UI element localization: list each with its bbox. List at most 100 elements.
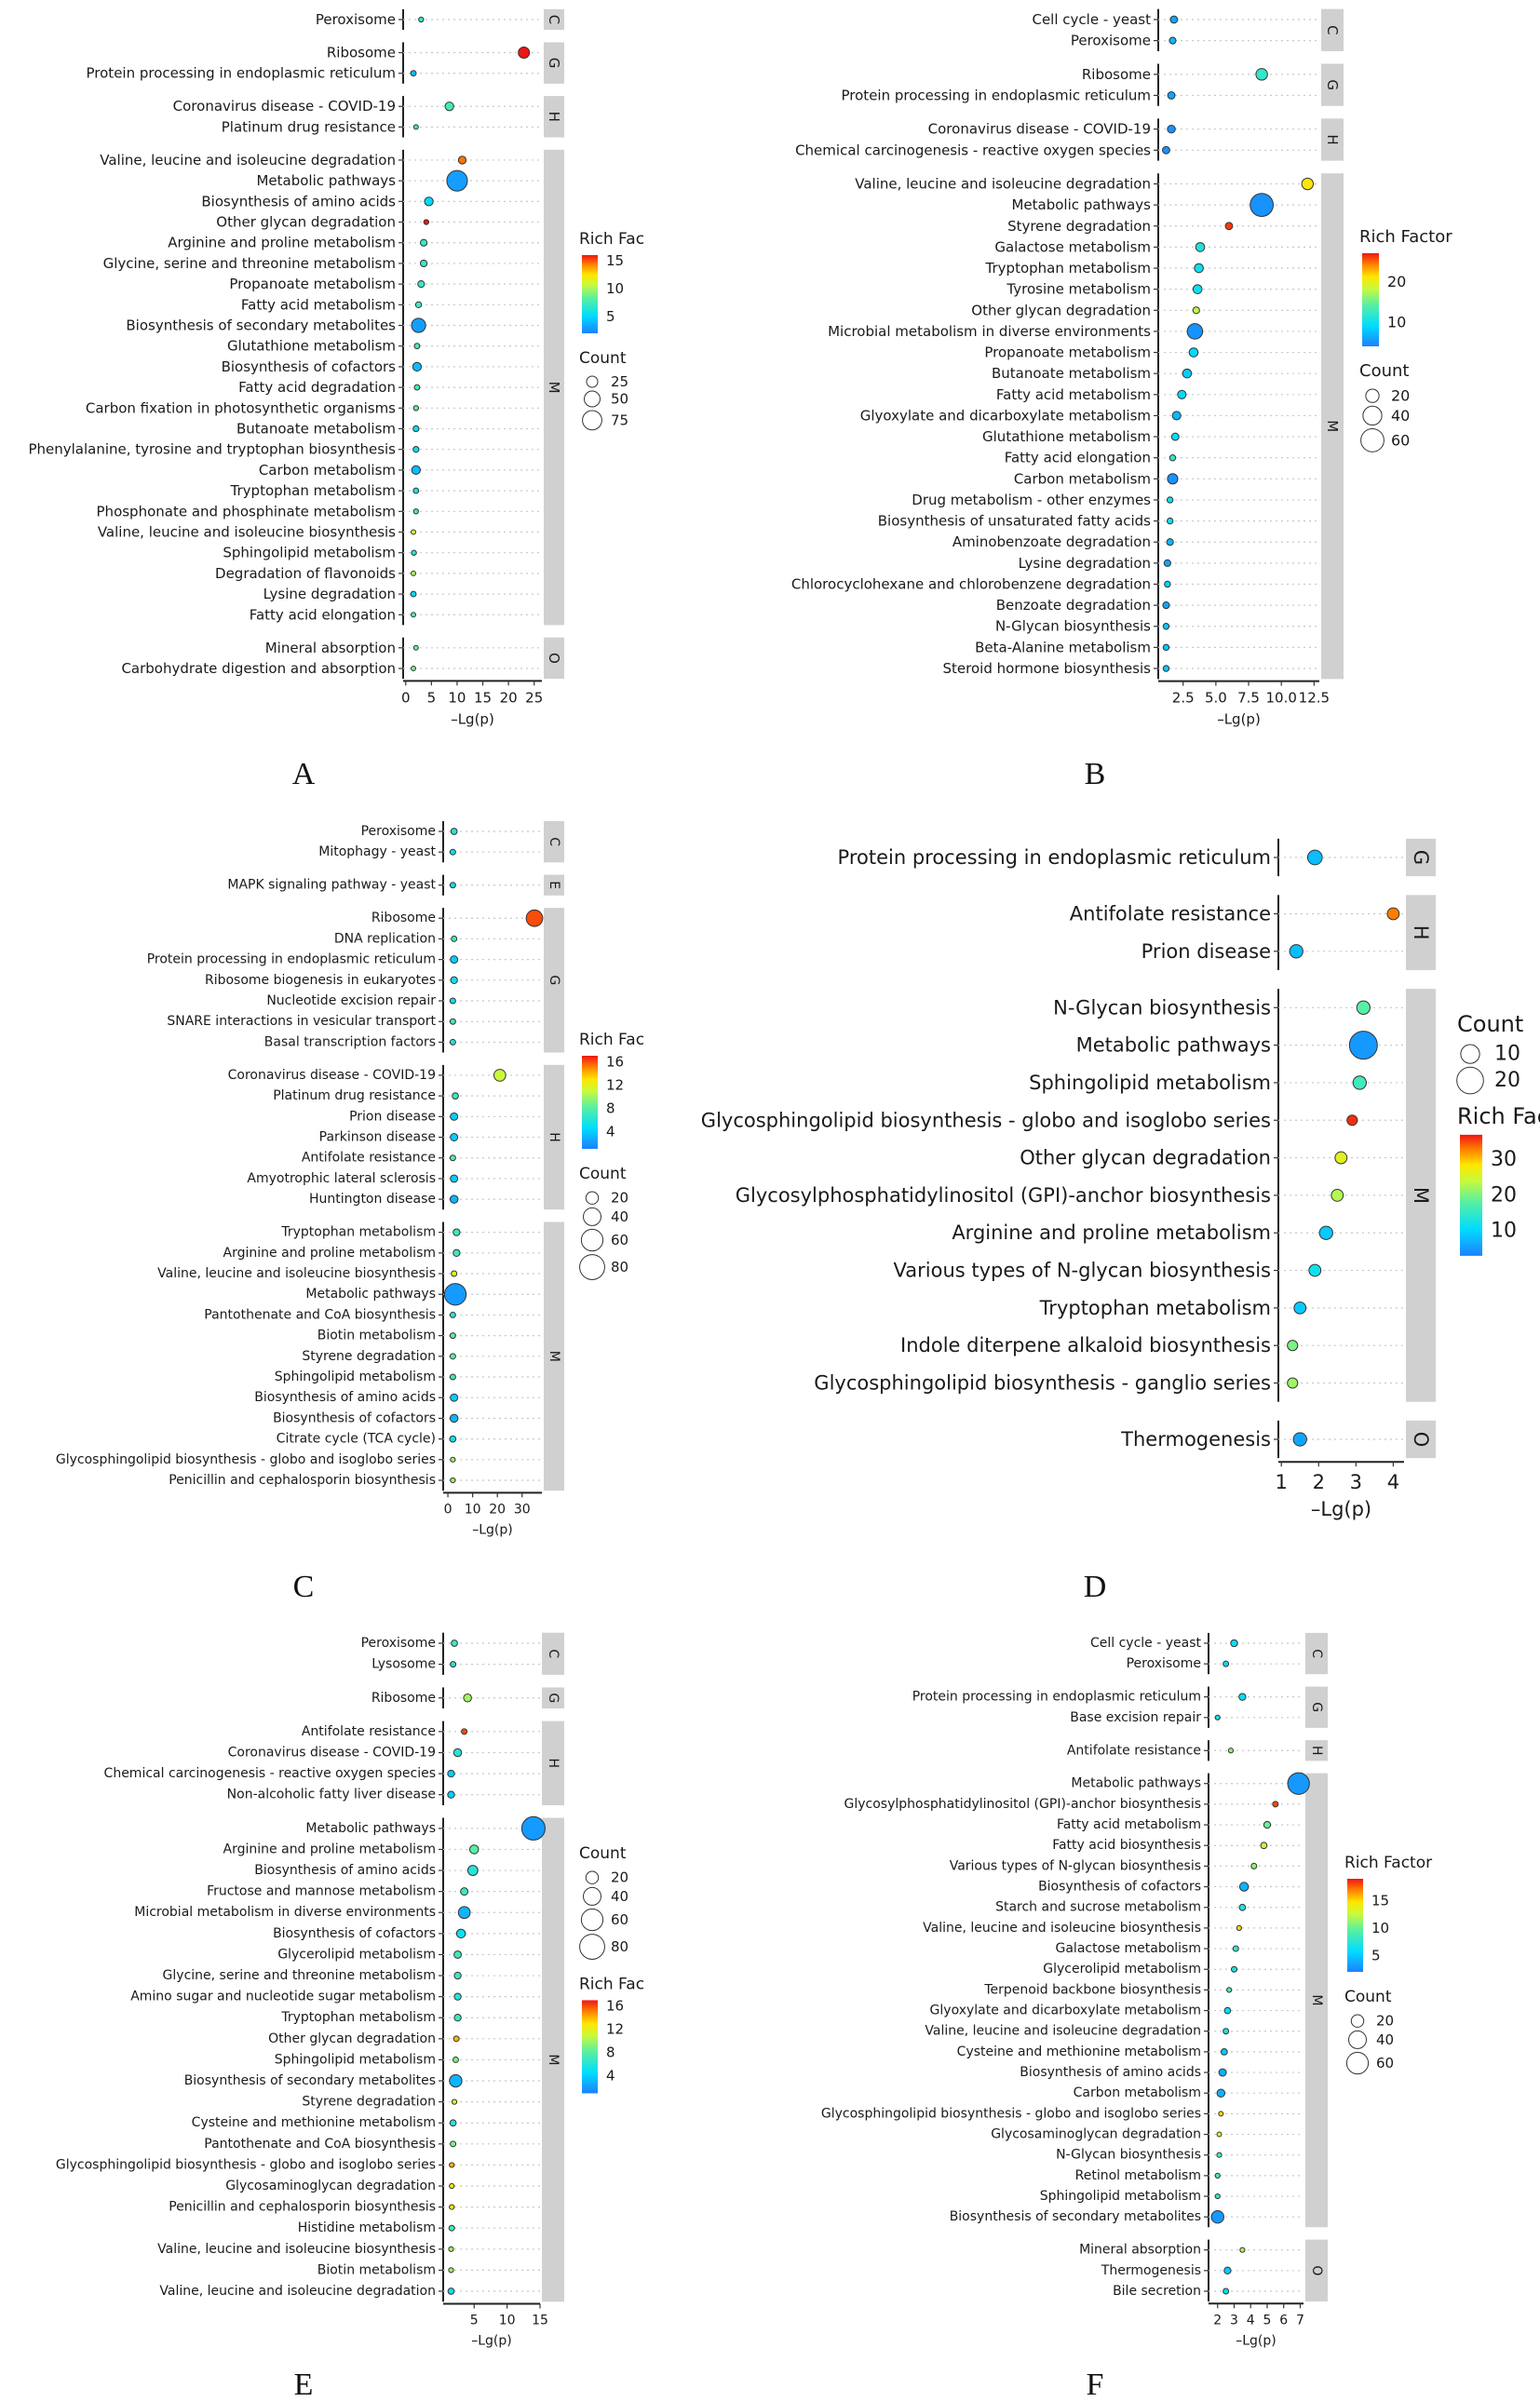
count-legend-label: 40 — [611, 1888, 628, 1905]
category-strip-label: G — [1410, 850, 1432, 865]
category-strip-label: M — [1324, 420, 1341, 432]
term-label: Microbial metabolism in diverse environm… — [828, 323, 1151, 340]
category-strip — [1321, 8, 1344, 51]
term-row: Carbohydrate digestion and absorption — [121, 660, 542, 677]
term-row: Arginine and proline metabolism — [952, 1221, 1404, 1244]
group-o: O Mineral absorption Carbohydrate digestio… — [121, 637, 564, 680]
count-legend-circle — [1456, 1066, 1484, 1095]
data-point — [449, 1311, 456, 1318]
term-label: Steroid hormone biosynthesis — [943, 660, 1152, 677]
rich-factor-tick-label: 10 — [1387, 313, 1406, 331]
rich-factor-tick-label: 8 — [606, 2044, 615, 2061]
count-legend-circle — [1350, 2014, 1365, 2028]
term-label: Metabolic pathways — [305, 1287, 436, 1302]
count-legend-circle — [1365, 388, 1380, 403]
term-label: Histidine metabolism — [298, 2220, 436, 2235]
count-legend-label: 60 — [1376, 2055, 1394, 2071]
term-label: Chlorocyclohexane and chlorobenzene degr… — [791, 575, 1151, 592]
category-strip-label: E — [547, 881, 561, 889]
term-label: Tryptophan metabolism — [280, 2010, 436, 2025]
x-tick-label: 7 — [1296, 2313, 1304, 2328]
term-label: Degradation of flavonoids — [215, 565, 396, 582]
term-label: SNARE interactions in vesicular transpor… — [167, 1014, 436, 1029]
data-point — [1166, 496, 1174, 504]
data-point — [453, 1992, 462, 2001]
term-label: Thermogenesis — [1101, 2263, 1201, 2278]
data-point — [411, 529, 417, 535]
rich-factor-colorbar — [582, 1056, 598, 1149]
term-label: Coronavirus disease - COVID-19 — [228, 1068, 436, 1083]
data-point — [450, 955, 459, 965]
count-legend-circle — [583, 1886, 601, 1906]
data-point — [1169, 15, 1179, 24]
data-point — [412, 405, 419, 412]
term-label: Benzoate degradation — [996, 597, 1151, 614]
category-strip-label: H — [546, 112, 562, 122]
rich-factor-tick-label: 20 — [1491, 1183, 1517, 1207]
term-row: Nucleotide excision repair — [266, 993, 542, 1008]
category-strip-label: G — [1309, 1702, 1324, 1712]
term-label: Citrate cycle (TCA cycle) — [277, 1432, 436, 1447]
data-point — [1232, 1945, 1239, 1952]
term-row: Metabolic pathways — [1076, 1031, 1404, 1060]
category-strip — [1321, 173, 1344, 680]
data-point — [1162, 665, 1170, 672]
term-row: SNARE interactions in vesicular transpor… — [167, 1014, 542, 1029]
data-point — [453, 2014, 462, 2022]
term-label: Parkinson disease — [319, 1130, 436, 1145]
category-strip — [544, 820, 564, 863]
panel-label: C — [293, 1570, 315, 1604]
data-point — [412, 487, 420, 494]
term-label: Antifolate resistance — [1067, 1743, 1201, 1758]
term-label: Peroxisome — [1127, 1656, 1201, 1671]
term-label: Platinum drug resistance — [273, 1088, 436, 1103]
data-point — [1224, 222, 1234, 231]
data-point — [411, 570, 417, 576]
term-label: Amyotrophic lateral sclerosis — [247, 1171, 436, 1186]
term-row: Non-alcoholic fatty liver disease — [227, 1788, 540, 1802]
term-label: Ribosome — [371, 911, 436, 925]
category-strip-label: G — [547, 975, 561, 985]
term-label: Biosynthesis of cofactors — [273, 1926, 436, 1941]
count-legend-label: 25 — [611, 373, 628, 390]
data-point — [1226, 1987, 1233, 1993]
data-point — [450, 1393, 459, 1402]
rich-factor-legend-title: Rich Fac — [1457, 1103, 1540, 1129]
term-row: Protein processing in endoplasmic reticu… — [87, 65, 542, 82]
data-point — [1218, 2111, 1224, 2117]
term-row: Metabolic pathways — [305, 1815, 546, 1841]
term-label: N-Glycan biosynthesis — [995, 618, 1151, 635]
rich-factor-colorbar — [1460, 1134, 1482, 1256]
term-label: Cysteine and methionine metabolism — [957, 2044, 1201, 2059]
data-point — [1220, 2048, 1228, 2056]
data-point — [411, 666, 417, 671]
term-row: Other glycan degradation — [268, 2031, 540, 2046]
rich-factor-legend-title: Rich Factor — [1344, 1854, 1432, 1872]
term-row: Penicillin and cephalosporin biosynthesi… — [169, 1473, 542, 1488]
term-label: Carbon fixation in photosynthetic organi… — [86, 399, 396, 416]
count-legend-title: Count — [1457, 1011, 1523, 1037]
group-c: C Peroxisome — [316, 8, 564, 31]
term-row: Valine, leucine and isoleucine biosynthe… — [157, 2242, 540, 2257]
data-point — [1308, 1263, 1322, 1277]
count-legend-circle — [583, 1207, 601, 1226]
category-strip — [544, 1221, 564, 1491]
term-label: Tryptophan metabolism — [230, 482, 396, 499]
term-label: Biosynthesis of amino acids — [254, 1863, 436, 1878]
term-label: Fatty acid metabolism — [996, 386, 1151, 403]
term-row: Aminobenzoate degradation — [952, 533, 1319, 550]
count-legend-circle — [586, 375, 599, 388]
term-label: Biosynthesis of cofactors — [1038, 1880, 1201, 1895]
term-row: Other glycan degradation — [971, 302, 1319, 318]
term-label: Fatty acid elongation — [250, 606, 396, 623]
category-strip — [1305, 1632, 1328, 1675]
group-e: E MAPK signaling pathway - yeast — [227, 874, 564, 896]
term-label: Coronavirus disease - COVID-19 — [928, 121, 1151, 138]
term-label: Glycosphingolipid biosynthesis - globo a… — [821, 2106, 1201, 2121]
term-label: Metabolic pathways — [1071, 1776, 1201, 1791]
term-label: Pantothenate and CoA biosynthesis — [204, 2137, 436, 2152]
data-point — [447, 1769, 455, 1778]
group-m: M Metabolic pathways Arginine and proline … — [56, 1815, 564, 2302]
count-legend-label: 20 — [611, 1869, 628, 1886]
